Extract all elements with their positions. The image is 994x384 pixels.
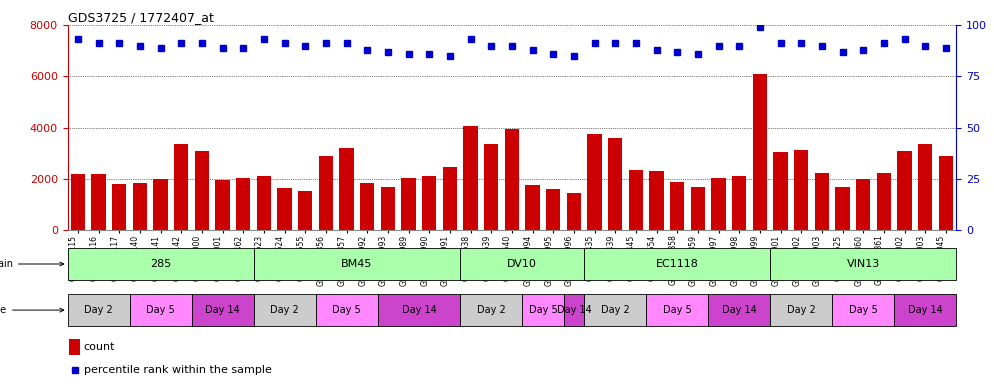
Bar <box>68 248 253 280</box>
Bar <box>460 248 584 280</box>
Bar <box>584 294 646 326</box>
Text: Day 5: Day 5 <box>663 305 692 315</box>
Bar <box>608 138 622 230</box>
Bar <box>712 178 726 230</box>
Bar <box>129 294 192 326</box>
Bar <box>277 188 292 230</box>
Text: Day 14: Day 14 <box>205 305 240 315</box>
Bar <box>628 170 643 230</box>
Bar <box>564 294 584 326</box>
Bar <box>649 171 664 230</box>
Text: Day 2: Day 2 <box>787 305 816 315</box>
Text: GDS3725 / 1772407_at: GDS3725 / 1772407_at <box>68 11 214 24</box>
Bar <box>505 129 519 230</box>
Bar <box>216 180 230 230</box>
Text: Day 14: Day 14 <box>722 305 756 315</box>
Bar <box>484 144 498 230</box>
Bar <box>584 248 770 280</box>
Bar <box>256 177 271 230</box>
Text: strain: strain <box>0 259 64 269</box>
Text: BM45: BM45 <box>341 259 373 269</box>
Bar <box>402 178 415 230</box>
Bar <box>71 174 85 230</box>
Text: time: time <box>0 305 64 315</box>
Bar <box>856 179 871 230</box>
Bar <box>691 187 705 230</box>
Bar <box>770 294 832 326</box>
Bar <box>794 149 808 230</box>
Bar <box>522 294 564 326</box>
Bar <box>898 151 911 230</box>
Bar <box>378 294 460 326</box>
Bar <box>526 185 540 230</box>
Bar <box>460 294 522 326</box>
Bar <box>646 294 709 326</box>
Bar <box>815 173 829 230</box>
Text: Day 14: Day 14 <box>402 305 436 315</box>
Bar <box>835 187 850 230</box>
Bar <box>298 190 312 230</box>
Bar <box>381 187 396 230</box>
Text: Day 5: Day 5 <box>849 305 878 315</box>
Text: Day 2: Day 2 <box>84 305 113 315</box>
Bar <box>670 182 685 230</box>
Bar <box>546 189 561 230</box>
Bar <box>174 144 189 230</box>
Text: percentile rank within the sample: percentile rank within the sample <box>83 365 271 375</box>
Bar <box>567 193 581 230</box>
Bar <box>192 294 253 326</box>
Bar <box>895 294 956 326</box>
Bar <box>463 126 478 230</box>
Bar <box>236 178 250 230</box>
Bar <box>153 179 168 230</box>
Bar <box>832 294 895 326</box>
Text: Day 14: Day 14 <box>557 305 591 315</box>
Text: Day 2: Day 2 <box>270 305 299 315</box>
Bar <box>918 144 932 230</box>
Bar <box>132 183 147 230</box>
Bar <box>315 294 378 326</box>
Bar <box>877 173 892 230</box>
Text: Day 2: Day 2 <box>477 305 506 315</box>
Bar <box>732 177 746 230</box>
Text: VIN13: VIN13 <box>847 259 880 269</box>
Text: DV10: DV10 <box>507 259 537 269</box>
Bar <box>91 174 105 230</box>
Bar <box>195 151 209 230</box>
Text: Day 14: Day 14 <box>908 305 942 315</box>
Bar <box>319 156 333 230</box>
Bar <box>442 167 457 230</box>
Bar <box>360 183 375 230</box>
Bar <box>770 248 956 280</box>
Bar <box>253 248 460 280</box>
Bar <box>422 177 436 230</box>
Text: Day 5: Day 5 <box>529 305 558 315</box>
Bar <box>339 148 354 230</box>
Bar <box>70 339 81 355</box>
Text: Day 5: Day 5 <box>332 305 361 315</box>
Bar <box>938 156 953 230</box>
Text: EC1118: EC1118 <box>656 259 699 269</box>
Bar <box>587 134 601 230</box>
Bar <box>752 74 767 230</box>
Bar <box>709 294 770 326</box>
Bar <box>112 184 126 230</box>
Text: count: count <box>83 341 115 351</box>
Text: Day 5: Day 5 <box>146 305 175 315</box>
Text: Day 2: Day 2 <box>600 305 629 315</box>
Text: 285: 285 <box>150 259 171 269</box>
Bar <box>68 294 129 326</box>
Bar <box>773 152 788 230</box>
Bar <box>253 294 315 326</box>
